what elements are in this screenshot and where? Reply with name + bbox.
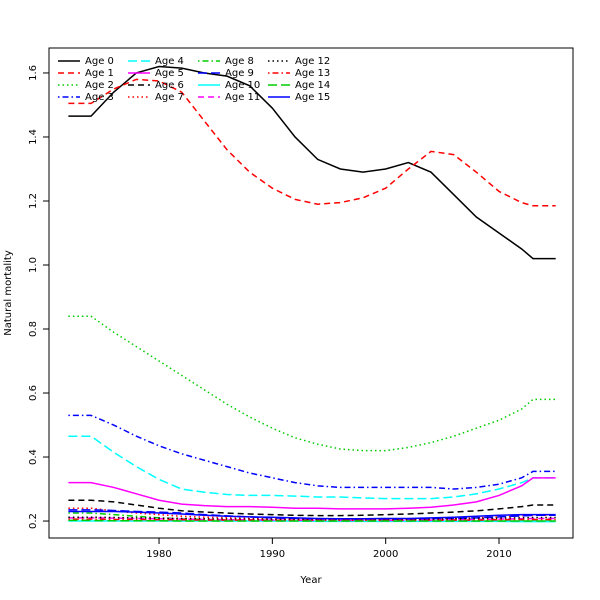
x-axis-title: Year xyxy=(299,575,322,586)
legend-label: Age 9 xyxy=(225,68,254,79)
legend-label: Age 2 xyxy=(85,80,114,91)
legend-label: Age 15 xyxy=(295,92,330,103)
legend-label: Age 1 xyxy=(85,68,114,79)
legend-label: Age 8 xyxy=(225,56,254,67)
series-line xyxy=(68,477,556,510)
x-tick-label: 1980 xyxy=(146,549,171,560)
y-tick-label: 0.6 xyxy=(28,385,39,401)
legend-label: Age 3 xyxy=(85,92,114,103)
legend-label: Age 13 xyxy=(295,68,330,79)
y-tick-label: 0.2 xyxy=(28,513,39,529)
y-axis-title: Natural mortality xyxy=(3,250,14,336)
legend-label: Age 0 xyxy=(85,56,114,67)
legend-label: Age 5 xyxy=(155,68,184,79)
x-tick-label: 2010 xyxy=(486,549,511,560)
y-tick-label: 1.4 xyxy=(28,129,39,145)
y-tick-label: 1.6 xyxy=(28,65,39,81)
series-line xyxy=(68,435,556,500)
y-tick-label: 1.2 xyxy=(28,193,39,209)
x-tick-label: 2000 xyxy=(373,549,398,560)
series-line xyxy=(68,65,556,260)
plot-frame xyxy=(48,47,574,539)
series-line xyxy=(68,78,556,207)
legend-label: Age 4 xyxy=(155,56,184,67)
series-line xyxy=(68,519,556,522)
series-line xyxy=(68,499,556,517)
legend-label: Age 10 xyxy=(225,80,260,91)
x-tick-label: 1990 xyxy=(260,549,285,560)
y-tick-label: 0.4 xyxy=(28,449,39,465)
legend-label: Age 12 xyxy=(295,56,330,67)
y-tick-label: 0.8 xyxy=(28,321,39,337)
legend-label: Age 14 xyxy=(295,80,330,91)
legend-label: Age 11 xyxy=(225,92,260,103)
legend-label: Age 7 xyxy=(155,92,184,103)
series-line xyxy=(68,517,556,522)
legend-label: Age 6 xyxy=(155,80,184,91)
series-line xyxy=(68,414,556,490)
series-line xyxy=(68,510,556,520)
series-line xyxy=(68,315,556,452)
y-tick-label: 1.0 xyxy=(28,257,39,273)
